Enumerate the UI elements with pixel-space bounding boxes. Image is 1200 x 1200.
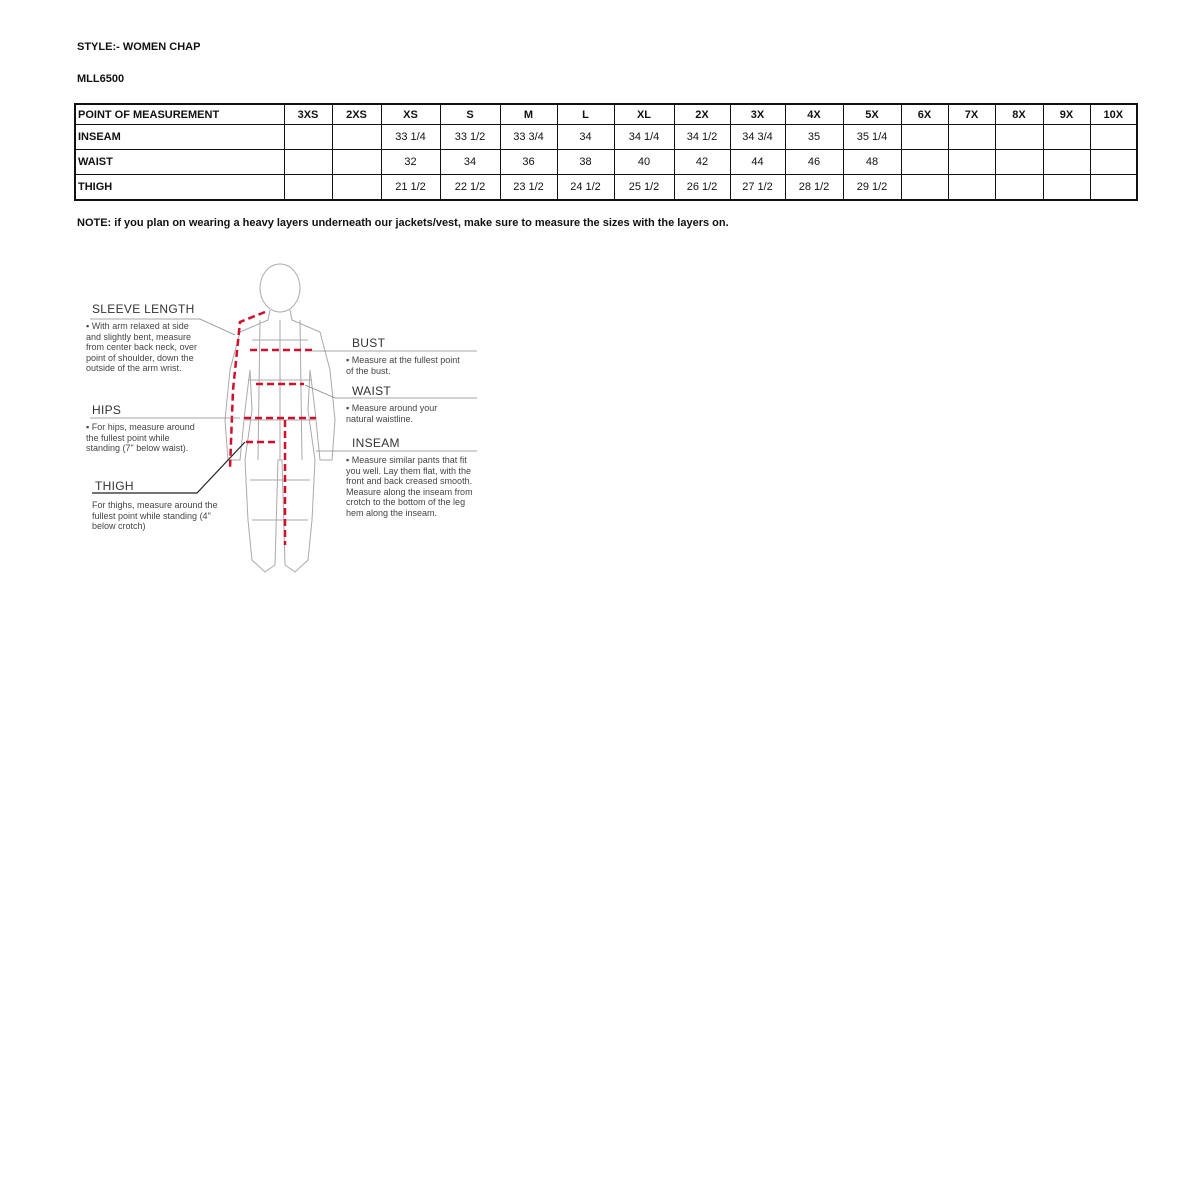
table-cell: 34 1/4 xyxy=(613,124,675,150)
thigh-text: For thighs, measure around the fullest p… xyxy=(92,500,218,531)
column-header-size: 4X xyxy=(784,103,844,125)
column-header-size: 5X xyxy=(842,103,902,125)
table-cell: 26 1/2 xyxy=(673,174,731,201)
body-diagram xyxy=(90,263,477,573)
table-cell: 33 1/2 xyxy=(439,124,501,150)
table-header-row: POINT OF MEASUREMENT 3XS 2XS XS S M L XL 2X 3X 4X 5… xyxy=(74,103,1138,125)
table-row: THIGH 21 1/2 22 1/2 23 1/2 24 1/2 25 1/2 26 1/… xyxy=(74,174,1138,201)
column-header-size: 6X xyxy=(900,103,949,125)
column-header-size: XL xyxy=(613,103,675,125)
table-row: WAIST 32 34 36 38 40 42 44 46 48 xyxy=(74,149,1138,175)
table-cell xyxy=(283,174,333,201)
table-cell xyxy=(994,149,1044,175)
table-cell xyxy=(900,174,949,201)
table-cell xyxy=(331,149,382,175)
table-cell: 32 xyxy=(380,149,441,175)
size-chart-table: POINT OF MEASUREMENT 3XS 2XS XS S M L XL 2X 3X 4X 5… xyxy=(74,103,1138,201)
inseam-text: ▪ Measure similar pants that fit you wel… xyxy=(346,455,473,518)
table-cell xyxy=(947,174,996,201)
table-cell xyxy=(331,174,382,201)
table-cell xyxy=(947,149,996,175)
column-header-size: S xyxy=(439,103,501,125)
column-header-size: XS xyxy=(380,103,441,125)
table-cell: 42 xyxy=(673,149,731,175)
thigh-title: THIGH xyxy=(95,479,134,493)
table-cell xyxy=(331,124,382,150)
hips-title: HIPS xyxy=(92,403,122,417)
table-cell: 23 1/2 xyxy=(499,174,558,201)
table-cell: 21 1/2 xyxy=(380,174,441,201)
table-cell xyxy=(1089,124,1138,150)
bust-text: ▪ Measure at the fullest point of the bu… xyxy=(346,355,460,376)
bust-title: BUST xyxy=(352,336,386,350)
layer-note: NOTE: if you plan on wearing a heavy lay… xyxy=(77,217,729,229)
table-cell: 29 1/2 xyxy=(842,174,902,201)
table-cell xyxy=(283,124,333,150)
table-cell: 33 3/4 xyxy=(499,124,558,150)
table-cell xyxy=(1089,149,1138,175)
column-header-size: 3X xyxy=(729,103,786,125)
table-cell: 35 1/4 xyxy=(842,124,902,150)
table-cell xyxy=(1042,174,1091,201)
table-cell: 33 1/4 xyxy=(380,124,441,150)
waist-text: ▪ Measure around your natural waistline. xyxy=(346,403,438,424)
model-number: MLL6500 xyxy=(77,73,125,85)
table-cell xyxy=(900,149,949,175)
table-cell xyxy=(947,124,996,150)
table-cell: 24 1/2 xyxy=(556,174,615,201)
table-cell: 40 xyxy=(613,149,675,175)
sleeve-length-text: ▪ With arm relaxed at side and slightly … xyxy=(86,321,198,373)
inseam-title: INSEAM xyxy=(352,436,400,450)
table-cell: 34 3/4 xyxy=(729,124,786,150)
table-cell: 36 xyxy=(499,149,558,175)
row-label: WAIST xyxy=(74,149,285,175)
table-cell: 35 xyxy=(784,124,844,150)
column-header-size: 2X xyxy=(673,103,731,125)
column-header-size: 3XS xyxy=(283,103,333,125)
table-cell xyxy=(994,124,1044,150)
column-header-size: M xyxy=(499,103,558,125)
table-cell: 38 xyxy=(556,149,615,175)
column-header-size: 2XS xyxy=(331,103,382,125)
table-cell: 44 xyxy=(729,149,786,175)
table-cell: 48 xyxy=(842,149,902,175)
table-cell xyxy=(900,124,949,150)
column-header-size: 7X xyxy=(947,103,996,125)
table-cell: 28 1/2 xyxy=(784,174,844,201)
table-cell: 46 xyxy=(784,149,844,175)
table-cell: 25 1/2 xyxy=(613,174,675,201)
table-cell xyxy=(283,149,333,175)
hips-text: ▪ For hips, measure around the fullest p… xyxy=(86,422,195,453)
column-header-size: 8X xyxy=(994,103,1044,125)
table-cell: 34 xyxy=(556,124,615,150)
row-label: THIGH xyxy=(74,174,285,201)
table-cell xyxy=(1042,149,1091,175)
table-cell: 22 1/2 xyxy=(439,174,501,201)
column-header-measurement: POINT OF MEASUREMENT xyxy=(74,103,285,125)
table-row: INSEAM 33 1/4 33 1/2 33 3/4 34 34 1/4 34 1/2 34… xyxy=(74,124,1138,150)
table-cell xyxy=(1089,174,1138,201)
table-cell xyxy=(1042,124,1091,150)
column-header-size: 9X xyxy=(1042,103,1091,125)
sleeve-length-title: SLEEVE LENGTH xyxy=(92,302,195,316)
style-title: STYLE:- WOMEN CHAP xyxy=(77,41,201,53)
table-cell: 27 1/2 xyxy=(729,174,786,201)
column-header-size: L xyxy=(556,103,615,125)
waist-title: WAIST xyxy=(352,384,392,398)
table-cell: 34 xyxy=(439,149,501,175)
measurement-figure: SLEEVE LENGTH ▪ With arm relaxed at side… xyxy=(80,260,490,580)
table-cell: 34 1/2 xyxy=(673,124,731,150)
table-cell xyxy=(994,174,1044,201)
column-header-size: 10X xyxy=(1089,103,1138,125)
row-label: INSEAM xyxy=(74,124,285,150)
